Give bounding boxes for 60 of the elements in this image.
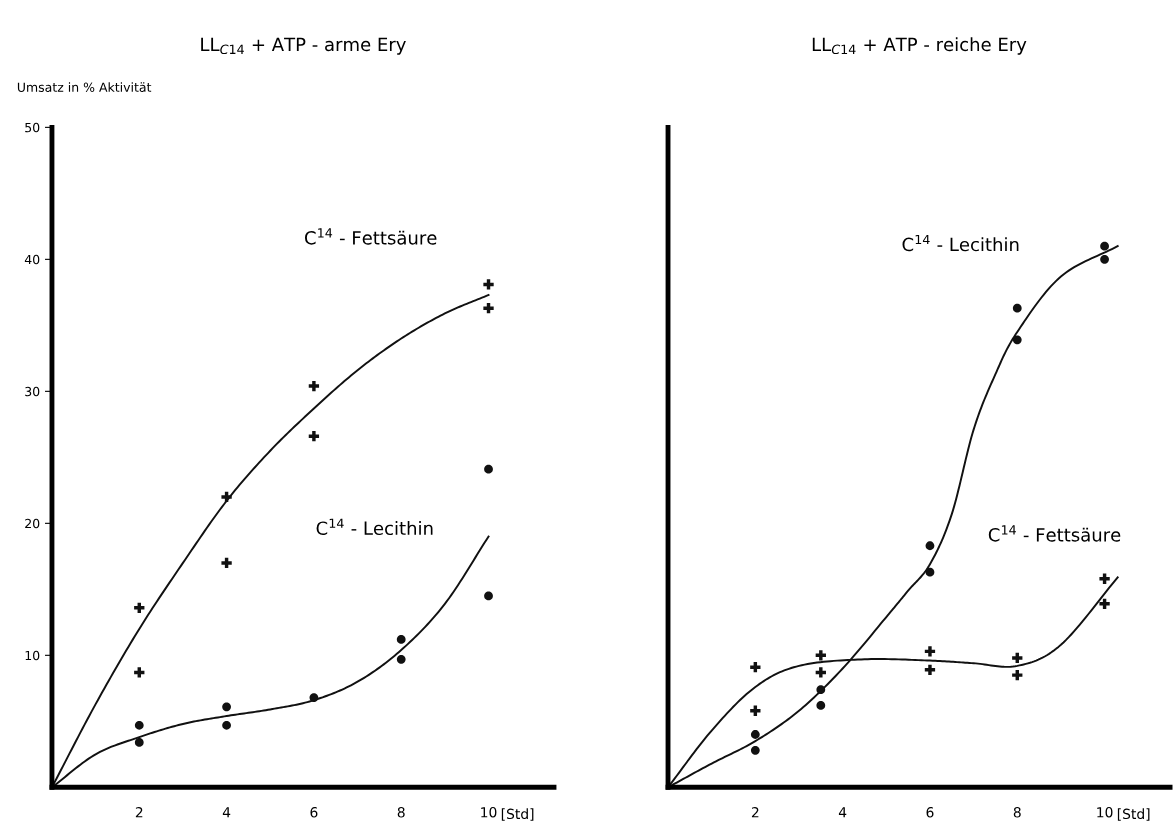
point (134, 738, 144, 747)
y-axis-title: Umsatz in % Aktivität (17, 82, 152, 92)
chart-title: LL$_{C14}$ + ATP - arme Ery (201, 37, 406, 55)
y-tick-label: 40 (24, 254, 40, 265)
point (222, 702, 231, 712)
x-tick-label: 4 (222, 807, 231, 818)
point (308, 431, 320, 442)
point (484, 464, 493, 474)
x-tick-label: 8 (397, 806, 405, 818)
point (1012, 303, 1022, 313)
point (134, 667, 145, 678)
y-tick-label: 50 (25, 122, 40, 133)
point (925, 567, 935, 577)
x-tick-label: 8 (1013, 806, 1021, 818)
point (750, 730, 760, 739)
point (483, 279, 494, 290)
chart-title: LL$_{C14}$ + ATP - reiche Ery (812, 37, 1027, 55)
annotation: C$^{14}$ - Fettsäure (988, 525, 1121, 542)
point (134, 720, 144, 730)
y-tick-label: 20 (25, 518, 40, 529)
x-tick-label: 2 (751, 806, 759, 818)
point (309, 693, 319, 702)
point (1100, 254, 1109, 264)
point (816, 685, 826, 695)
x-tick-label: 10 (1097, 806, 1113, 818)
point (1099, 598, 1110, 609)
point (815, 650, 826, 661)
point (924, 664, 936, 675)
annotation: C$^{14}$ - Fettsäure (304, 228, 437, 245)
x-axis-title: [Std] (501, 808, 534, 821)
x-tick-label: 10 (481, 806, 497, 818)
point (925, 541, 935, 551)
point (222, 720, 231, 730)
point (483, 303, 494, 314)
point (750, 662, 761, 673)
point (815, 667, 826, 678)
point (1012, 652, 1023, 664)
y-tick-label: 10 (25, 650, 40, 661)
point (221, 557, 232, 569)
point (484, 591, 493, 601)
point (1099, 573, 1110, 584)
point (308, 380, 320, 392)
point (134, 602, 145, 613)
x-tick-label: 6 (310, 806, 318, 818)
x-tick-label: 2 (135, 806, 143, 818)
point (396, 654, 406, 664)
point (750, 745, 760, 755)
point (1100, 241, 1109, 251)
point (924, 646, 936, 657)
annotation: C$^{14}$ - Lecithin (902, 234, 1019, 252)
annotation: C$^{14}$ - Lecithin (316, 518, 433, 536)
point (396, 635, 406, 644)
x-axis-title: [Std] (1117, 808, 1150, 821)
x-tick-label: 6 (926, 806, 934, 818)
y-tick-label: 30 (25, 386, 40, 397)
point (1012, 669, 1023, 681)
point (221, 491, 232, 503)
point (1012, 335, 1022, 345)
x-tick-label: 4 (838, 807, 847, 818)
point (816, 701, 826, 710)
